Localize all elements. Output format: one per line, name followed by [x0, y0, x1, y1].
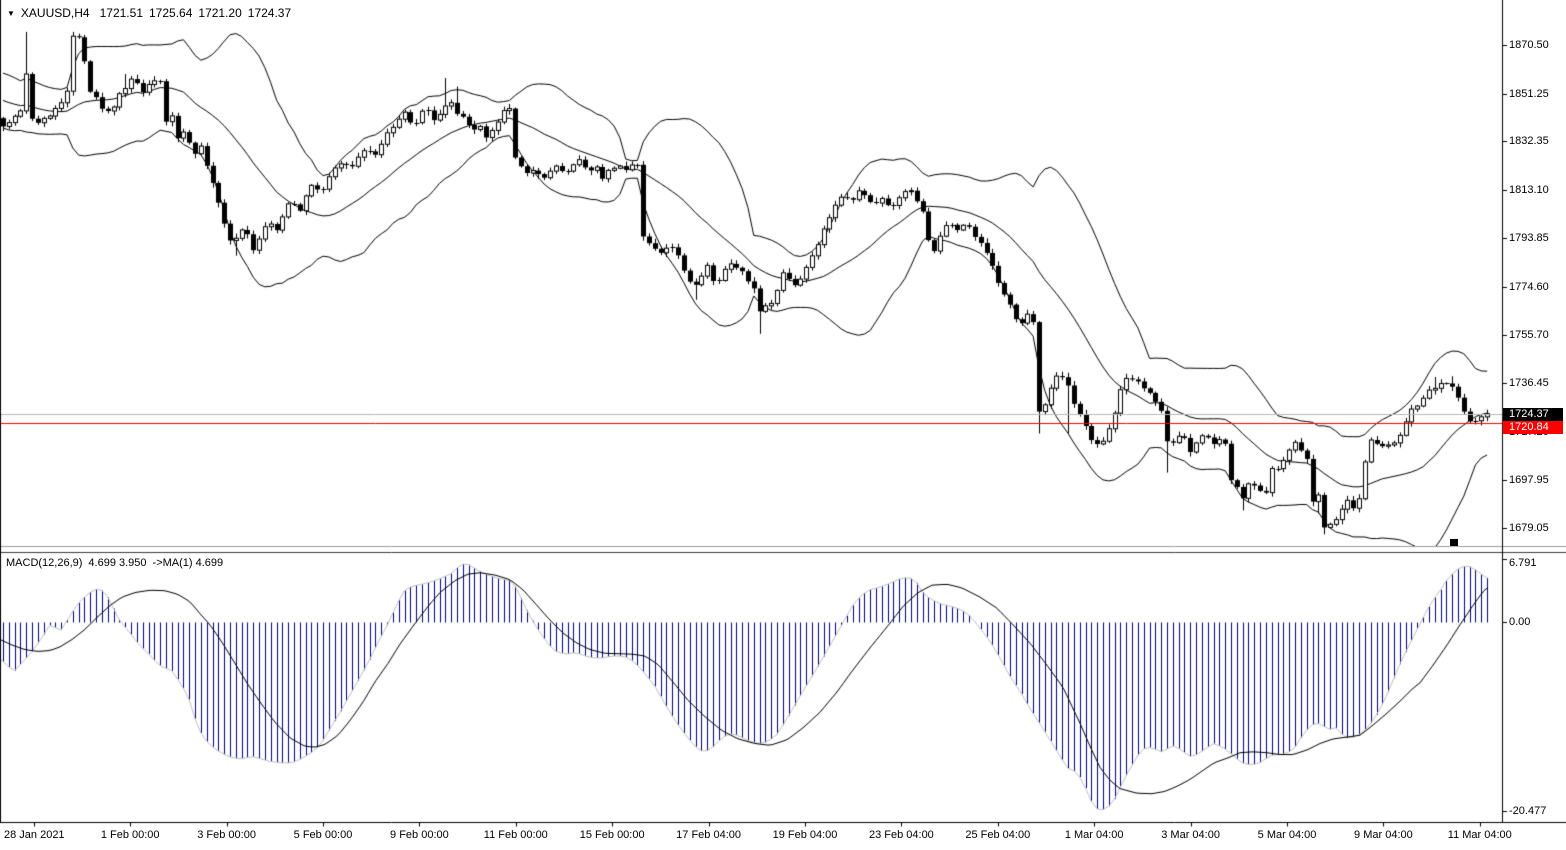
- time-axis-label: 3 Mar 04:00: [1161, 829, 1220, 841]
- macd-indicator-label: MACD(12,26,9) 4.699 3.950 ->MA(1) 4.699: [6, 557, 229, 569]
- time-axis-label: 25 Feb 04:00: [965, 829, 1031, 841]
- price-axis-label: 1870.50: [1509, 39, 1549, 51]
- price-axis-label: 1755.70: [1509, 328, 1549, 341]
- quote-open: 1721.51: [99, 6, 143, 20]
- macd-axis-label: 6.791: [1509, 557, 1537, 569]
- quote-low: 1721.20: [198, 6, 242, 20]
- time-axis-label: 5 Feb 00:00: [293, 829, 353, 841]
- last-price-tag: 1724.37: [1503, 408, 1563, 421]
- time-axis-label: 1 Feb 00:00: [100, 829, 160, 841]
- time-axis-label: 9 Mar 04:00: [1354, 829, 1413, 841]
- macd-axis-label: 0.00: [1509, 616, 1531, 628]
- price-axis-label: 1832.35: [1509, 135, 1549, 148]
- time-axis-label: 15 Feb 00:00: [579, 829, 645, 841]
- time-axis-label: 19 Feb 04:00: [772, 829, 838, 841]
- macd-axis-label: -20.477: [1509, 804, 1547, 817]
- symbol-timeframe: XAUUSD,H4: [20, 6, 90, 20]
- quote-high: 1725.64: [149, 6, 193, 20]
- time-axis-label: 28 Jan 2021: [4, 829, 65, 841]
- price-axis-label: 1736.45: [1509, 377, 1549, 390]
- macd-ma-value: ->MA(1) 4.699: [152, 557, 224, 569]
- price-axis-label: 1793.85: [1509, 232, 1549, 245]
- chart-title: ▼ XAUUSD,H4 1721.51 1725.64 1721.20 1724.37: [7, 6, 297, 20]
- chart-shift-marker[interactable]: [1450, 539, 1458, 546]
- price-axis-label: 1679.05: [1509, 521, 1549, 534]
- macd-name: MACD(12,26,9): [6, 557, 83, 569]
- time-axis-label: 5 Mar 04:00: [1257, 829, 1317, 841]
- macd-values: 4.699 3.950: [88, 557, 147, 569]
- time-axis-label: 17 Feb 04:00: [676, 829, 742, 841]
- price-axis-label: 1774.60: [1509, 280, 1549, 293]
- time-axis-label: 23 Feb 04:00: [868, 829, 934, 841]
- time-axis-label: 11 Feb 00:00: [483, 829, 548, 841]
- price-axis-label: 1697.95: [1509, 474, 1549, 487]
- symbol-marker-icon[interactable]: ▼: [7, 9, 15, 18]
- bid-price-tag: 1720.84: [1503, 421, 1563, 434]
- price-axis-label: 1813.10: [1509, 183, 1549, 196]
- time-axis-label: 11 Mar 04:00: [1447, 829, 1512, 841]
- time-axis-label: 9 Feb 00:00: [390, 829, 449, 841]
- time-axis-label: 3 Feb 00:00: [197, 829, 256, 841]
- time-axis-label: 1 Mar 04:00: [1064, 829, 1124, 841]
- quote-close: 1724.37: [247, 6, 292, 20]
- price-axis-label: 1851.25: [1509, 87, 1549, 100]
